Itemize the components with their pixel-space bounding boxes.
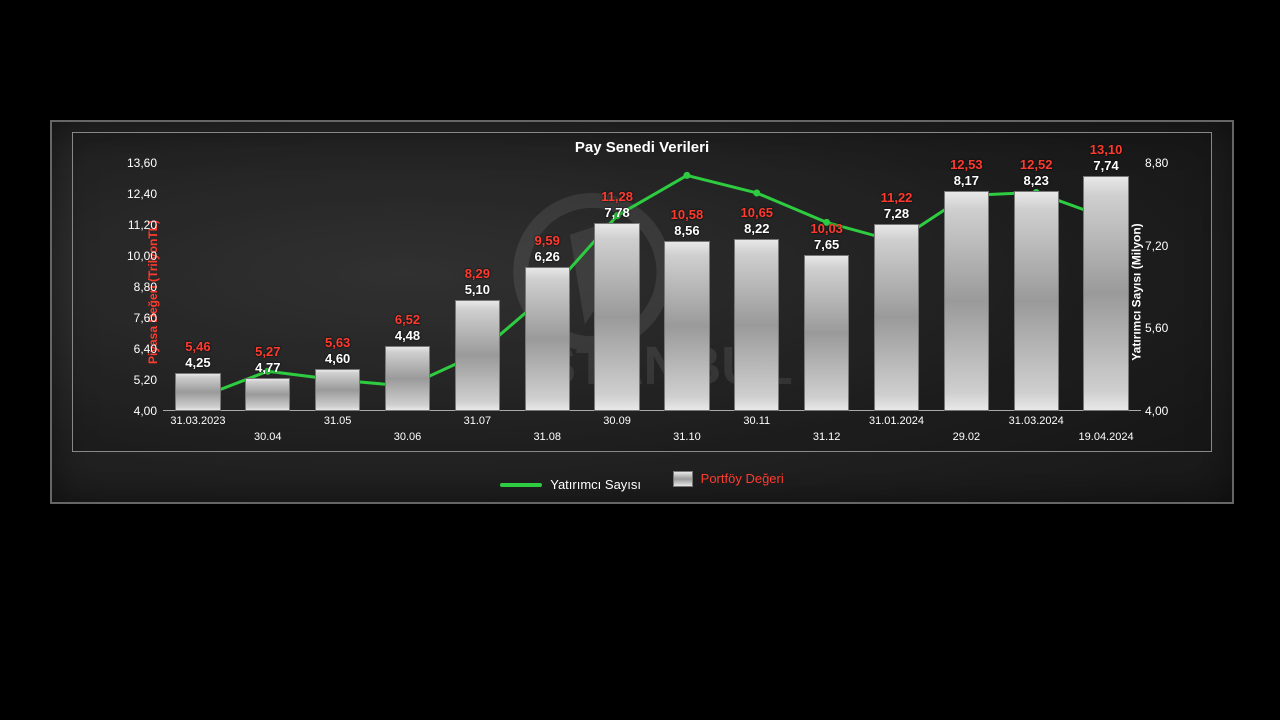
line-value-label: 5,10 [465,282,490,297]
line-value-label: 4,60 [325,351,350,366]
y-right-tick: 8,80 [1145,156,1177,170]
bar-value-label: 10,65 [741,205,774,220]
x-tick: 31.08 [533,431,561,443]
y-right-tick: 4,00 [1145,404,1177,418]
bar-value-label: 6,52 [395,312,420,327]
line-value-label: 8,22 [744,221,769,236]
line-value-label: 8,56 [674,223,699,238]
legend-bar-swatch [673,471,693,487]
bar [734,239,779,411]
bar-value-label: 9,59 [535,233,560,248]
bar [594,223,639,411]
bar [944,191,989,411]
bar-value-label: 12,53 [950,157,983,172]
x-tick: 30.09 [603,415,631,427]
bar [245,378,290,411]
legend: Yatırımcı Sayısı Portföy Değeri [52,471,1232,493]
y-left-tick: 12,40 [121,187,157,201]
bar [1083,176,1128,411]
line-value-label: 4,25 [185,355,210,370]
line-value-label: 8,23 [1024,173,1049,188]
y-left-tick: 13,60 [121,156,157,170]
bar-value-label: 8,29 [465,266,490,281]
line-value-label: 6,26 [535,249,560,264]
bar [1014,191,1059,411]
y-left-tick: 4,00 [121,404,157,418]
y-left-tick: 5,20 [121,373,157,387]
bar [315,369,360,411]
bar [175,373,220,411]
x-tick: 31.12 [813,431,841,443]
bar-value-label: 10,03 [810,221,843,236]
bar-value-label: 5,63 [325,335,350,350]
x-tick: 30.11 [743,415,770,427]
plot-area: 4,255,46 4,775,27 4,605,63 4,486,52 5,108,29… [163,163,1141,411]
x-tick: 31.07 [464,415,492,427]
x-tick: 29.02 [953,431,981,443]
legend-bar-label: Portföy Değeri [701,471,784,486]
x-tick: 31.03.2023 [170,415,225,427]
bar [664,241,709,411]
y-left-tick: 10,00 [121,249,157,263]
y-right-tick: 7,20 [1145,239,1177,253]
x-tick: 31.03.2024 [1009,415,1064,427]
line-value-label: 7,28 [884,206,909,221]
legend-item-line: Yatırımcı Sayısı [500,477,641,492]
y-right-tick: 5,60 [1145,321,1177,335]
chart-area: Pay Senedi Verileri Piyasa Değeri (Trily… [72,132,1212,452]
x-tick: 30.04 [254,431,282,443]
line-value-label: 4,48 [395,328,420,343]
bar-value-label: 12,52 [1020,157,1053,172]
x-tick: 31.10 [673,431,701,443]
line-value-label: 7,65 [814,237,839,252]
bar-value-label: 5,27 [255,344,280,359]
legend-line-label: Yatırımcı Sayısı [550,477,641,492]
chart-panel: İSTANBUL Pay Senedi Verileri Piyasa Değe… [50,120,1234,504]
line-value-label: 7,74 [1093,158,1118,173]
legend-line-swatch [500,483,542,487]
line-value-label: 8,17 [954,173,979,188]
x-tick: 31.05 [324,415,352,427]
chart-title: Pay Senedi Verileri [73,139,1211,156]
y-left-tick: 8,80 [121,280,157,294]
bar [385,346,430,411]
line-series-svg [163,163,1141,411]
legend-item-bar: Portföy Değeri [673,471,784,487]
bar [525,267,570,411]
x-tick: 30.06 [394,431,422,443]
x-tick: 19.04.2024 [1079,431,1134,443]
bar-value-label: 11,22 [881,190,913,205]
bar-value-label: 11,28 [601,189,633,204]
y-left-tick: 11,20 [121,218,157,232]
bar-value-label: 5,46 [185,339,210,354]
line-value-label: 7,78 [604,205,629,220]
x-tick: 31.01.2024 [869,415,924,427]
bar [455,300,500,411]
bar [874,224,919,411]
line-value-label: 4,77 [255,360,280,375]
bar [804,255,849,411]
y-left-tick: 6,40 [121,342,157,356]
y-left-tick: 7,60 [121,311,157,325]
bar-value-label: 13,10 [1090,142,1123,157]
bar-value-label: 10,58 [671,207,704,222]
